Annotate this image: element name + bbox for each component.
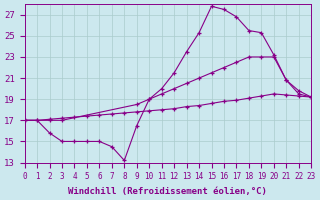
X-axis label: Windchill (Refroidissement éolien,°C): Windchill (Refroidissement éolien,°C) (68, 187, 268, 196)
